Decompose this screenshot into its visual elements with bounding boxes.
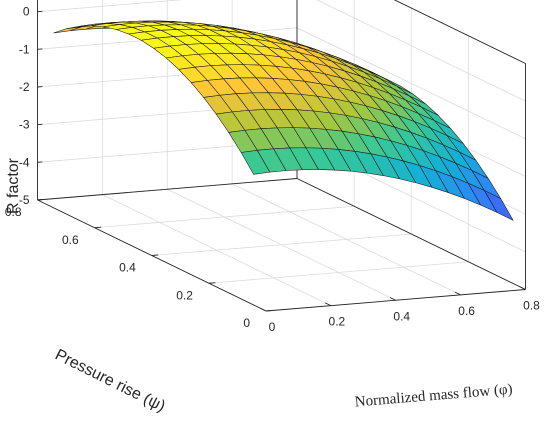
x-tick-label: 0.6 <box>458 304 475 318</box>
y-tick-label: 0 <box>243 316 250 330</box>
y-tick-label: 0.8 <box>5 205 22 219</box>
x-tick-mark <box>389 297 396 301</box>
y-tick-mark <box>94 226 102 229</box>
x-tick-label: 0.8 <box>523 299 540 313</box>
y-tick-mark <box>265 310 273 312</box>
axis-box-edge <box>37 178 298 201</box>
wall-grid-line-z <box>37 0 526 102</box>
floor-grid-line-x <box>102 194 332 306</box>
x-tick-label: 0.4 <box>393 309 410 323</box>
floor-grid-line-x <box>231 183 461 296</box>
z-tick-label: -4 <box>19 155 30 169</box>
y-tick-label: 0.2 <box>176 288 193 302</box>
z-tick-label: -3 <box>19 118 30 132</box>
x-tick-mark <box>324 302 332 307</box>
floor-grid-line-x <box>167 188 396 301</box>
y-tick-label: 0.4 <box>119 261 136 275</box>
x-tick-mark <box>454 291 461 296</box>
axis-box-edge <box>296 178 526 290</box>
z-axis-label: R factor <box>5 157 22 214</box>
x-tick-label: 0.2 <box>329 315 346 329</box>
y-tick-mark <box>151 254 159 256</box>
x-tick-label: 0 <box>269 320 276 334</box>
z-tick-label: -5 <box>19 193 30 207</box>
surface-patch <box>484 190 514 221</box>
y-tick-mark <box>208 282 216 284</box>
x-tick-mark <box>519 286 526 290</box>
z-tick-label: -2 <box>19 80 30 94</box>
y-tick-label: 0.6 <box>62 233 79 247</box>
x-axis-label: Normalized mass flow (φ) <box>354 382 513 411</box>
z-tick-label: -1 <box>19 42 30 56</box>
y-axis-label: Pressure rise (ψ) <box>52 346 168 415</box>
z-tick-label: 0 <box>23 5 30 19</box>
axis-box-edge <box>393 0 526 64</box>
x-tick-mark <box>260 307 267 312</box>
